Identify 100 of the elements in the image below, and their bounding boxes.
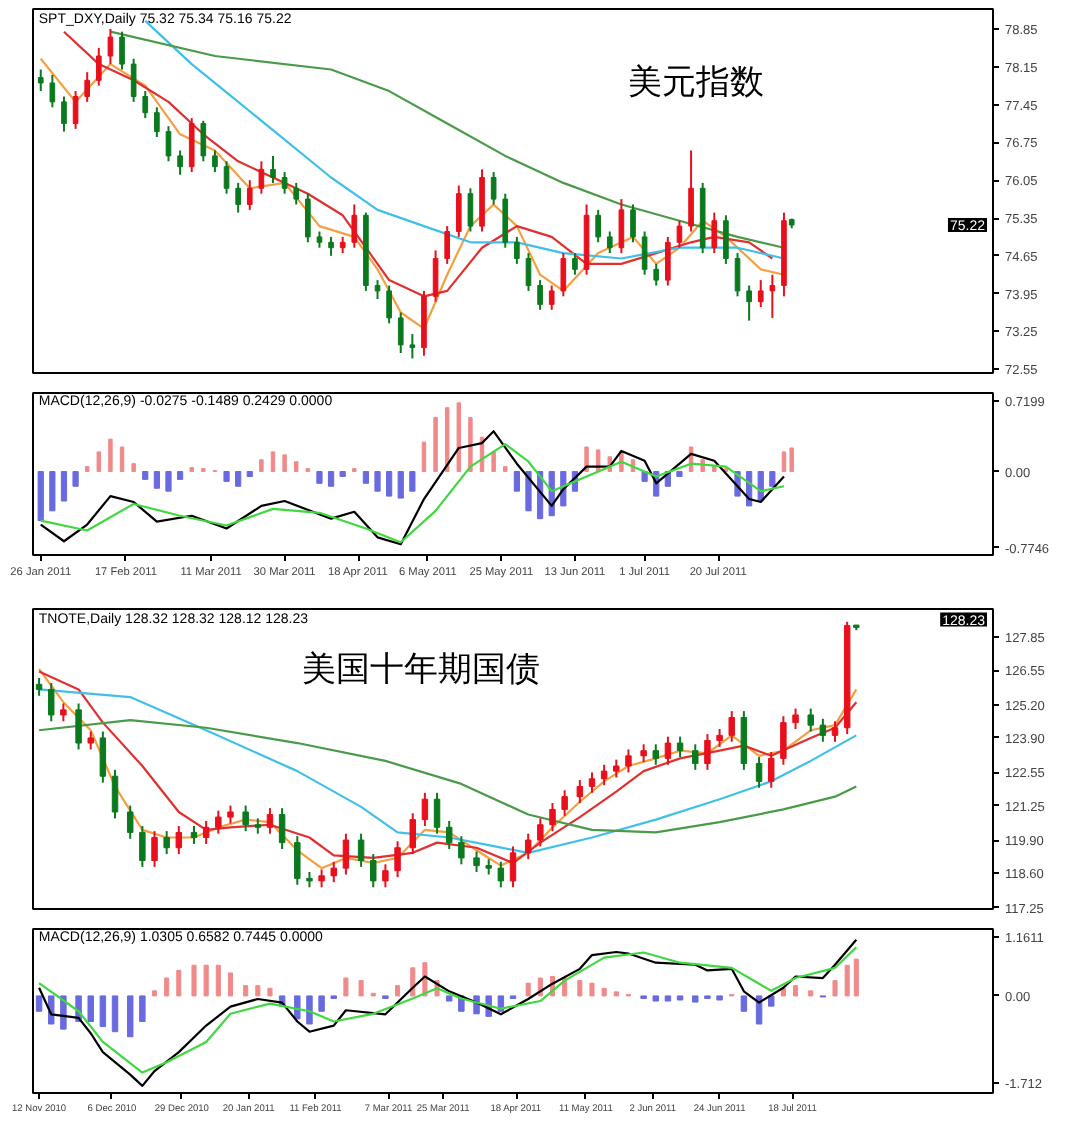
- candlestick: [212, 149, 218, 174]
- bar: [740, 995, 748, 1012]
- candlestick: [258, 160, 265, 195]
- candlestick: [723, 214, 729, 265]
- bar: [243, 985, 249, 997]
- candlestick: [126, 804, 134, 840]
- candlestick: [757, 279, 764, 309]
- bar: [235, 471, 242, 487]
- bar: [60, 471, 68, 502]
- candlestick: [595, 208, 601, 244]
- candlestick: [84, 71, 91, 103]
- bar: [362, 471, 370, 484]
- candlestick: [676, 735, 684, 759]
- candlestick: [111, 768, 119, 820]
- bar: [37, 471, 44, 522]
- candlestick: [397, 311, 404, 355]
- candlestick: [606, 230, 613, 255]
- candlestick: [293, 181, 300, 206]
- candlestick: [130, 57, 137, 103]
- candlestick: [246, 179, 253, 211]
- candlestick: [769, 273, 776, 319]
- candlestick: [548, 284, 555, 311]
- candlestick: [704, 733, 711, 771]
- bar: [676, 995, 684, 1001]
- bar: [35, 995, 43, 1012]
- candlestick: [490, 171, 497, 206]
- bar: [223, 471, 230, 482]
- candlestick: [600, 763, 608, 787]
- candlestick: [549, 802, 556, 833]
- bar: [513, 471, 520, 492]
- candlestick: [831, 720, 839, 743]
- bar: [769, 471, 776, 487]
- candlestick: [780, 715, 787, 766]
- candlestick: [278, 807, 286, 850]
- bar: [374, 471, 381, 492]
- candlestick: [305, 192, 311, 244]
- candlestick: [432, 249, 439, 303]
- candlestick: [47, 682, 55, 723]
- bar: [164, 977, 170, 997]
- candlestick: [351, 203, 358, 249]
- candlestick: [72, 90, 79, 130]
- candlestick: [342, 832, 350, 876]
- candlestick: [409, 812, 416, 856]
- bar: [792, 985, 799, 997]
- bar: [87, 995, 94, 1022]
- candlestick: [357, 832, 365, 868]
- bar: [358, 980, 364, 997]
- candlestick: [692, 743, 699, 771]
- candlestick: [382, 863, 389, 889]
- candlestick: [711, 211, 718, 255]
- bar: [641, 471, 648, 482]
- bar: [153, 471, 160, 489]
- bar: [397, 471, 404, 499]
- candlestick: [215, 809, 222, 835]
- candlestick: [755, 756, 763, 789]
- candlestick: [154, 106, 160, 138]
- text: 美元指数: [628, 62, 765, 101]
- candlestick: [676, 219, 683, 249]
- candlestick: [75, 702, 82, 751]
- bar: [525, 471, 532, 512]
- line-series: [39, 57, 786, 330]
- candlestick: [294, 835, 301, 886]
- bar: [99, 995, 107, 1028]
- candlestick: [330, 860, 337, 884]
- candlestick: [409, 333, 416, 360]
- bar: [716, 995, 723, 1001]
- candlestick: [163, 830, 170, 856]
- candlestick: [740, 710, 748, 771]
- candlestick: [139, 825, 146, 868]
- candlestick: [223, 160, 230, 195]
- bar: [577, 980, 583, 997]
- bar: [111, 995, 119, 1033]
- candlestick: [188, 117, 195, 174]
- candlestick: [444, 225, 451, 265]
- candlestick: [497, 860, 505, 889]
- candlestick: [99, 730, 107, 784]
- candlestick: [728, 710, 735, 743]
- text: 美国十年期国债: [301, 650, 540, 688]
- candlestick: [653, 262, 660, 287]
- candlestick: [235, 181, 241, 214]
- candlestick: [509, 845, 517, 889]
- candlestick: [49, 73, 56, 109]
- bar: [676, 471, 683, 477]
- candlestick: [370, 853, 377, 889]
- candlestick: [537, 817, 544, 848]
- candlestick: [445, 819, 453, 850]
- bar: [227, 972, 234, 997]
- bar: [203, 964, 209, 997]
- candlestick: [202, 819, 210, 845]
- bar: [267, 987, 273, 997]
- candlestick: [524, 832, 532, 861]
- bar: [343, 977, 349, 997]
- candlestick: [458, 835, 465, 866]
- bar: [844, 964, 850, 997]
- candlestick: [165, 125, 172, 163]
- bar: [692, 995, 699, 1003]
- candlestick: [588, 771, 596, 794]
- candlestick: [537, 279, 543, 311]
- bar: [832, 980, 838, 997]
- bar: [72, 471, 79, 487]
